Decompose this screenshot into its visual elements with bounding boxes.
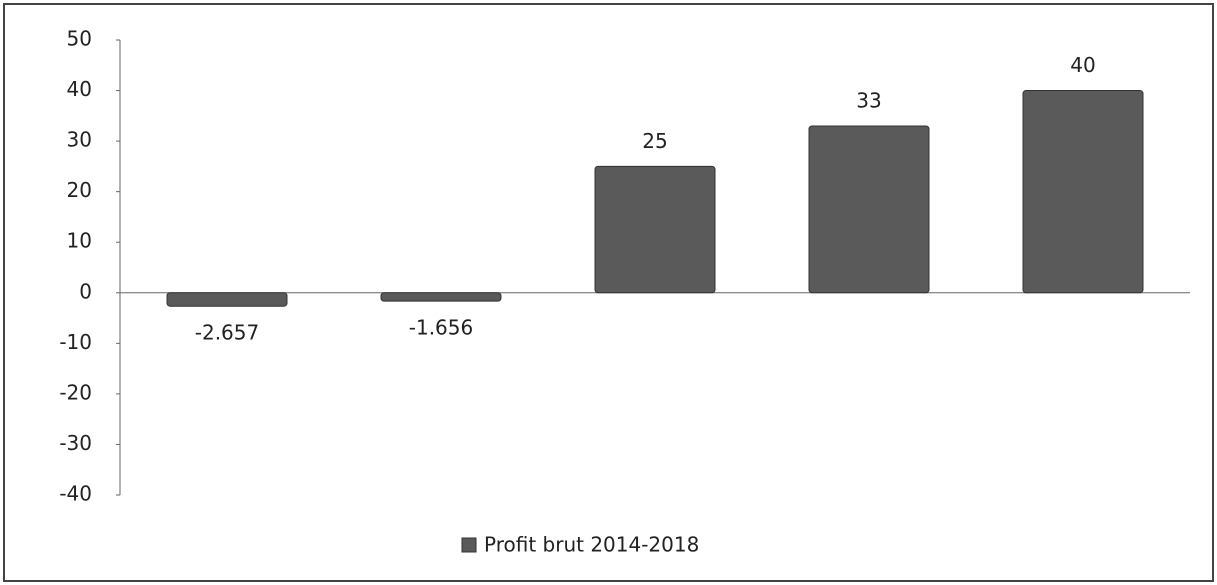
legend-label: Profit brut 2014-2018 [484, 533, 699, 557]
y-tick-label: -30 [59, 431, 92, 455]
data-label: -2.657 [195, 321, 259, 345]
y-tick-label: 20 [67, 178, 92, 202]
y-tick-label: -10 [59, 330, 92, 354]
bar [594, 165, 716, 294]
data-label: 25 [642, 129, 667, 153]
y-tick-label: 0 [79, 279, 92, 303]
data-label: 40 [1070, 53, 1095, 77]
y-tick-label: 30 [67, 128, 92, 152]
bar [380, 292, 502, 302]
bar [808, 125, 930, 294]
y-tick-label: -40 [59, 482, 92, 506]
legend-swatch [461, 537, 477, 553]
data-label: -1.656 [409, 316, 473, 340]
y-tick-label: 50 [67, 27, 92, 51]
data-label: 33 [856, 88, 881, 112]
bar [1022, 90, 1144, 294]
y-tick-label: 10 [67, 229, 92, 253]
bar [166, 292, 288, 307]
y-tick-label: -20 [59, 380, 92, 404]
y-tick-label: 40 [67, 77, 92, 101]
